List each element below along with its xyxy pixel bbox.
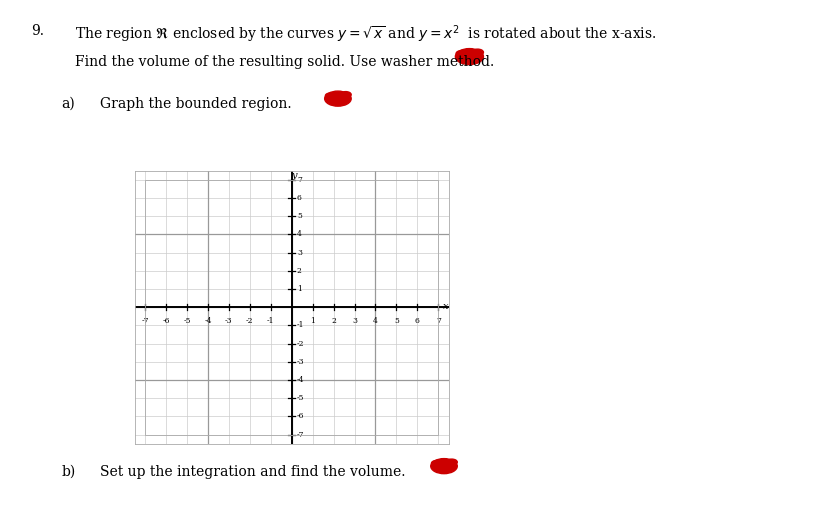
- Ellipse shape: [325, 91, 351, 106]
- Ellipse shape: [326, 93, 335, 98]
- Text: 5: 5: [297, 212, 302, 220]
- Text: Set up the integration and find the volume.: Set up the integration and find the volu…: [100, 465, 405, 479]
- Text: -7: -7: [141, 317, 149, 325]
- Text: -3: -3: [225, 317, 233, 325]
- Text: 1: 1: [297, 285, 302, 293]
- Ellipse shape: [472, 49, 483, 56]
- Ellipse shape: [456, 51, 466, 56]
- Text: 1: 1: [310, 317, 315, 325]
- Text: -2: -2: [297, 340, 304, 348]
- Text: -3: -3: [297, 358, 304, 366]
- Ellipse shape: [431, 459, 457, 474]
- Text: 6: 6: [297, 194, 302, 202]
- Ellipse shape: [432, 460, 441, 466]
- Text: -1: -1: [267, 317, 274, 325]
- Text: -1: -1: [297, 321, 304, 329]
- Text: Graph the bounded region.: Graph the bounded region.: [100, 97, 291, 111]
- Text: 4: 4: [297, 230, 302, 238]
- Text: b): b): [61, 465, 75, 479]
- Text: -5: -5: [297, 394, 304, 402]
- Text: 4: 4: [373, 317, 378, 325]
- Text: a): a): [61, 97, 75, 111]
- Text: y: y: [291, 171, 297, 180]
- Text: -5: -5: [184, 317, 191, 325]
- Text: -6: -6: [297, 412, 304, 421]
- Text: 2: 2: [297, 267, 302, 275]
- Text: -7: -7: [297, 430, 304, 438]
- Text: -6: -6: [162, 317, 170, 325]
- Text: -4: -4: [204, 317, 211, 325]
- Text: 7: 7: [436, 317, 441, 325]
- Ellipse shape: [455, 49, 483, 65]
- Text: 9.: 9.: [31, 24, 44, 38]
- Text: -2: -2: [246, 317, 254, 325]
- Text: 3: 3: [352, 317, 357, 325]
- Text: 2: 2: [331, 317, 336, 325]
- Text: Find the volume of the resulting solid. Use washer method.: Find the volume of the resulting solid. …: [75, 55, 494, 69]
- Text: 6: 6: [415, 317, 419, 325]
- Text: x: x: [443, 302, 449, 311]
- Text: -4: -4: [297, 376, 304, 384]
- Text: 5: 5: [394, 317, 399, 325]
- Text: 7: 7: [297, 176, 302, 184]
- Text: 3: 3: [297, 248, 302, 257]
- Ellipse shape: [340, 91, 351, 98]
- Text: The region $\mathfrak{R}$ enclosed by the curves $y = \sqrt{x}$ and $y = x^2$  i: The region $\mathfrak{R}$ enclosed by th…: [75, 24, 657, 45]
- Ellipse shape: [446, 459, 457, 465]
